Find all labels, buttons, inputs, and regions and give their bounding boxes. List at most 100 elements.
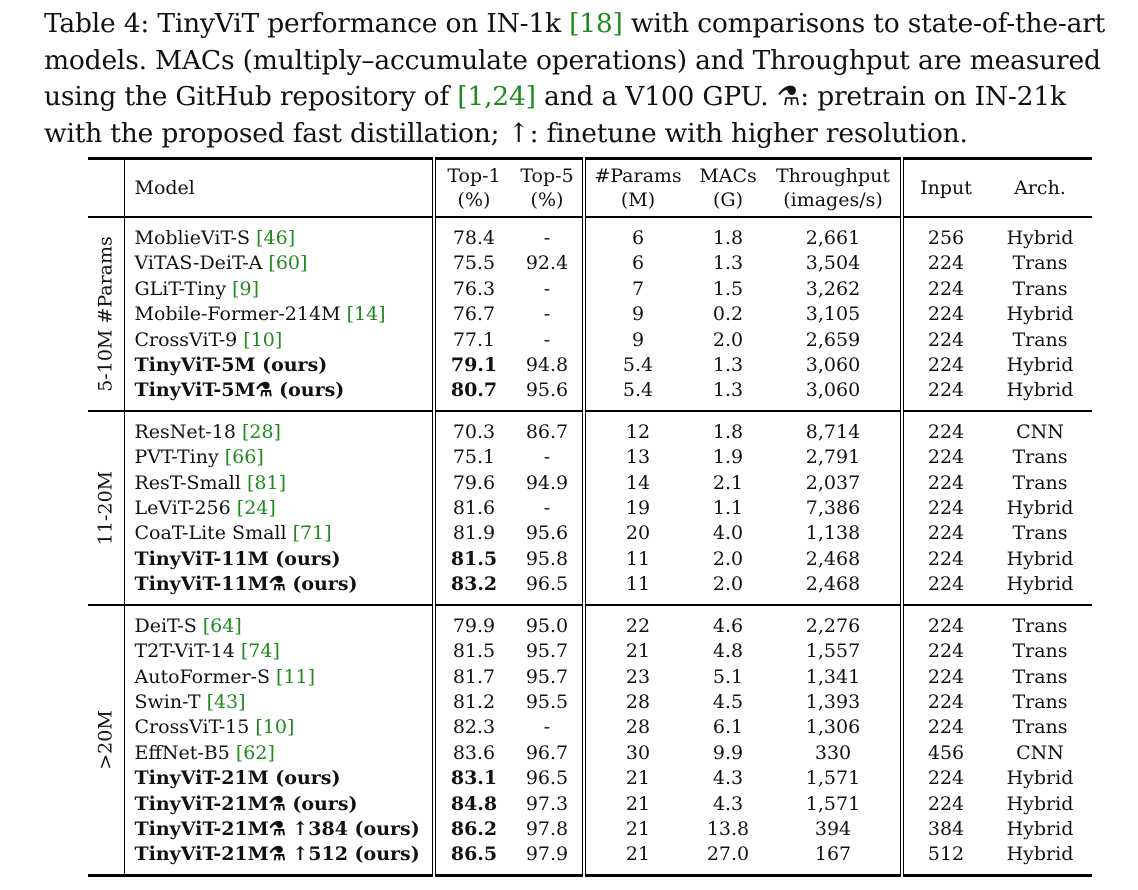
- model-citation[interactable]: [60]: [268, 252, 308, 275]
- throughput-cell: 2,468: [805, 573, 861, 596]
- throughput-cell: 2,468: [805, 547, 861, 570]
- input-cell: 224: [900, 496, 988, 522]
- caption-cite-1-24[interactable]: [1,24]: [457, 81, 536, 112]
- model-citation[interactable]: [9]: [232, 277, 260, 300]
- params-cell: 5.4: [582, 378, 690, 411]
- model-citation[interactable]: [46]: [256, 227, 296, 249]
- macs-cell: 2.0: [712, 547, 744, 570]
- top1-cell: 80.7: [432, 378, 512, 411]
- table-caption: Table 4: TinyViT performance on IN-1k [1…: [44, 6, 1119, 152]
- input-cell: 224: [900, 639, 988, 665]
- model-name: EffNet-B5: [134, 741, 236, 764]
- macs-cell: 1.3: [712, 379, 744, 402]
- macs-cell: 2.1: [712, 471, 744, 494]
- params-cell: 21: [582, 842, 690, 876]
- header-top5-unit: (%): [530, 189, 564, 211]
- table-row: TinyViT-5M (ours) 79.1 94.8 5.4 1.3 3,060 224 H…: [88, 353, 1092, 379]
- params-cell: 12: [582, 409, 690, 446]
- input-cell: 224: [900, 276, 988, 303]
- input-cell: 224: [900, 353, 988, 379]
- throughput-cell: 394: [814, 817, 852, 840]
- arch-cell: Hybrid: [1006, 817, 1074, 840]
- params-cell: 9: [582, 302, 690, 328]
- throughput-cell: 3,262: [805, 277, 861, 300]
- performance-table-wrap: Model Top-1 (%) Top-5 (%) #Params (M) MACs(…: [88, 157, 1092, 877]
- arch-cell: Hybrid: [1006, 843, 1074, 866]
- model-citation[interactable]: [10]: [243, 328, 283, 351]
- table-row: TinyViT-21M⚗ ↑384 (ours) 86.2 97.8 21 13.8 39…: [88, 816, 1092, 843]
- header-throughput: Throughput (images/s): [766, 158, 902, 218]
- top1-cell: 81.7: [432, 664, 512, 690]
- throughput-cell: 2,661: [766, 215, 902, 252]
- throughput-cell: 3,105: [805, 303, 861, 326]
- model-citation[interactable]: [81]: [247, 471, 287, 494]
- params-cell: 11: [582, 572, 690, 605]
- top5-cell: -: [543, 716, 551, 739]
- arch-cell: Hybrid: [1006, 354, 1074, 377]
- caption-cite-18[interactable]: [18]: [569, 8, 623, 39]
- model-citation[interactable]: [11]: [276, 665, 316, 688]
- model-citation[interactable]: [71]: [292, 522, 332, 545]
- model-citation[interactable]: [62]: [235, 741, 275, 764]
- table-row: 11-20M ResNet-18 [28] 70.3 86.7 12 1.8 8,714 22…: [88, 409, 1092, 605]
- model-citation[interactable]: [10]: [255, 716, 295, 739]
- throughput-cell: 1,571: [805, 767, 861, 790]
- top5-cell: 97.8: [525, 817, 569, 840]
- table-row: TinyViT-21M⚗ (ours) 84.8 97.3 21 4.3 1,571 224…: [88, 791, 1092, 817]
- model-citation[interactable]: [24]: [236, 497, 276, 520]
- header-input: Input: [900, 158, 988, 218]
- model-name: TinyViT-21M⚗ ↑512 (ours): [134, 843, 420, 866]
- arch-cell: Trans: [1012, 328, 1068, 351]
- table-row: ViTAS-DeiT-A [60] 75.5 92.4 6 1.3 3,504 224 Tra…: [88, 251, 1092, 277]
- top1-cell: 79.6: [432, 470, 512, 497]
- model-citation[interactable]: [74]: [240, 640, 280, 663]
- macs-cell: 4.5: [712, 690, 744, 713]
- model-name: TinyViT-11M⚗ (ours): [134, 573, 358, 596]
- params-cell: 23: [582, 664, 690, 690]
- header-macs: MACs (G): [690, 158, 766, 218]
- params-cell: 14: [582, 470, 690, 497]
- model-name: CoaT-Lite Small: [134, 522, 293, 545]
- table-body: 5-10M #Params MoblieViT-S [46] 78.4-6 1.8 2,…: [88, 215, 1092, 876]
- top1-cell: 77.1: [432, 327, 512, 354]
- arch-cell: Trans: [1012, 640, 1068, 663]
- header-model: Model: [124, 158, 434, 218]
- params-cell: 28: [582, 715, 690, 741]
- table-row: TinyViT-21M⚗ ↑512 (ours) 86.5 97.9 21 27.0 16…: [88, 842, 1092, 876]
- model-citation[interactable]: [28]: [241, 420, 281, 443]
- model-name: PVT-Tiny: [134, 446, 225, 469]
- params-cell: 6: [582, 251, 690, 277]
- model-name: TinyViT-5M⚗ (ours): [134, 379, 345, 402]
- header-macs-unit: (G): [712, 189, 743, 211]
- header-params: #Params (M): [582, 158, 690, 218]
- macs-cell: 1.3: [712, 354, 744, 377]
- table-row: AutoFormer-S [11] 81.7 95.7 23 5.1 1,341 224 Tr…: [88, 664, 1092, 690]
- throughput-cell: 1,571: [805, 792, 861, 815]
- params-cell: 5.4: [582, 353, 690, 379]
- params-cell: 28: [582, 689, 690, 716]
- model-name-cell: ResT-Small [81]: [124, 471, 434, 496]
- throughput-cell: 1,557: [805, 640, 861, 663]
- arch-cell: Trans: [1012, 716, 1068, 739]
- model-citation[interactable]: [64]: [202, 614, 242, 637]
- model-name-cell: CrossViT-9 [10]: [124, 328, 434, 353]
- table-row: EffNet-B5 [62] 83.6 96.7 30 9.9 330 456 CNN: [88, 740, 1092, 767]
- top5-cell: 95.5: [525, 690, 569, 713]
- table-row: Swin-T [43] 81.2 95.5 28 4.5 1,393 224 Trans: [88, 689, 1092, 716]
- top1-cell: 78.4: [432, 215, 512, 252]
- model-name-cell: TinyViT-11M⚗ (ours): [124, 572, 434, 604]
- top5-cell: 86.7: [512, 409, 584, 446]
- top1-cell: 81.5: [432, 639, 512, 665]
- table-row: TinyViT-11M⚗ (ours) 83.2 96.5 11 2.0 2,468 224…: [88, 572, 1092, 605]
- top1-cell: 82.3: [432, 715, 512, 741]
- input-cell: 224: [900, 791, 988, 817]
- top1-cell: 79.1: [432, 353, 512, 379]
- model-citation[interactable]: [14]: [346, 303, 386, 326]
- model-name: LeViT-256: [134, 497, 237, 520]
- model-citation[interactable]: [43]: [206, 690, 246, 713]
- input-cell: 224: [900, 409, 988, 446]
- model-citation[interactable]: [66]: [224, 446, 264, 469]
- table-row: PVT-Tiny [66] 75.1-13 1.9 2,791 224 Trans: [88, 445, 1092, 471]
- model-name: CrossViT-9: [134, 328, 244, 351]
- input-cell: 512: [900, 842, 988, 876]
